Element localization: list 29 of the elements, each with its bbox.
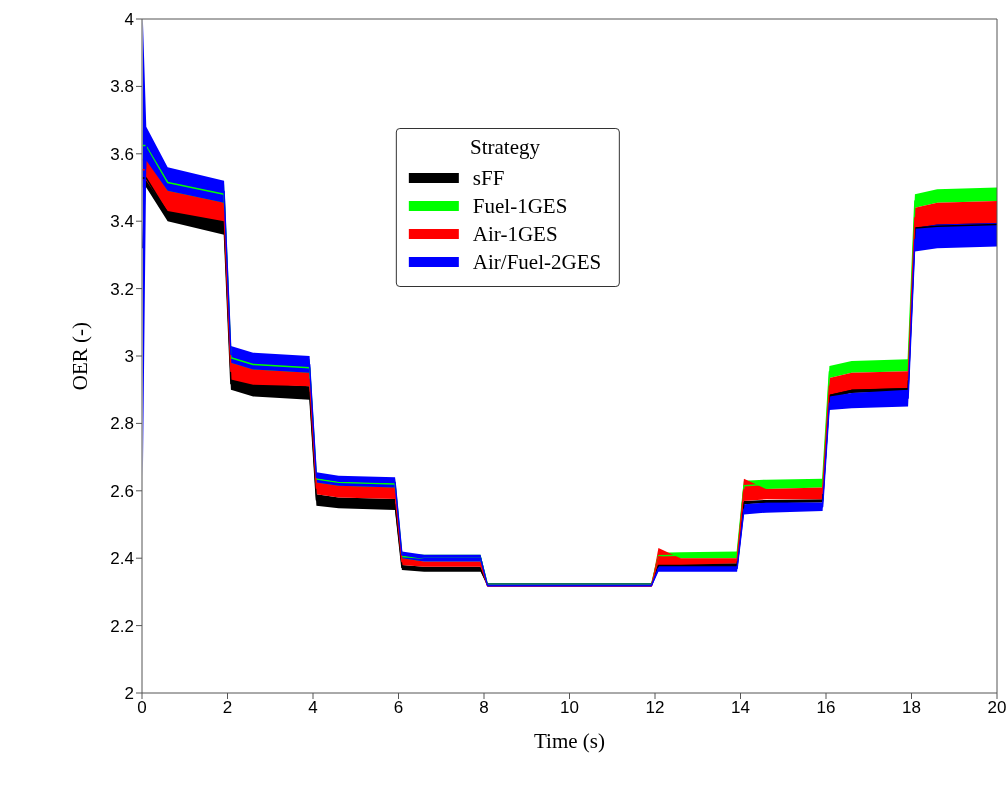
legend-title: Strategy (469, 135, 541, 160)
legend-label: Fuel-1GES (472, 193, 568, 219)
y-tick-label: 4 (124, 10, 134, 30)
y-tick-label: 3 (124, 347, 134, 367)
y-tick-label: 2 (124, 684, 134, 704)
y-axis-title: OER (-) (68, 321, 93, 391)
y-tick-label: 3.8 (110, 77, 134, 97)
x-tick-label: 18 (902, 698, 921, 718)
y-tick-label: 2.6 (110, 481, 134, 501)
x-tick-label: 0 (137, 698, 147, 718)
x-tick-label: 14 (731, 698, 750, 718)
y-tick-label: 2.8 (110, 414, 134, 434)
x-tick-label: 10 (560, 698, 579, 718)
x-axis-title: Time (s) (534, 729, 605, 753)
y-tick-label: 2.2 (110, 616, 134, 636)
x-tick-label: 6 (393, 698, 404, 718)
x-tick-label: 12 (645, 698, 665, 718)
x-tick-label: 16 (816, 698, 836, 718)
x-tick-label: 20 (987, 698, 1007, 718)
legend-label: Air-1GES (472, 221, 558, 247)
y-tick-label: 3.6 (110, 144, 134, 164)
x-tick-label: 2 (222, 698, 233, 718)
x-tick-label: 4 (308, 698, 318, 718)
y-tick-label: 3.4 (110, 212, 134, 232)
legend-label: sFF (472, 165, 505, 191)
legend-label: Air/Fuel-2GES (472, 249, 602, 275)
y-tick-label: 3.2 (110, 279, 134, 299)
x-tick-label: 8 (479, 698, 489, 718)
y-tick-label: 2.4 (110, 549, 134, 569)
